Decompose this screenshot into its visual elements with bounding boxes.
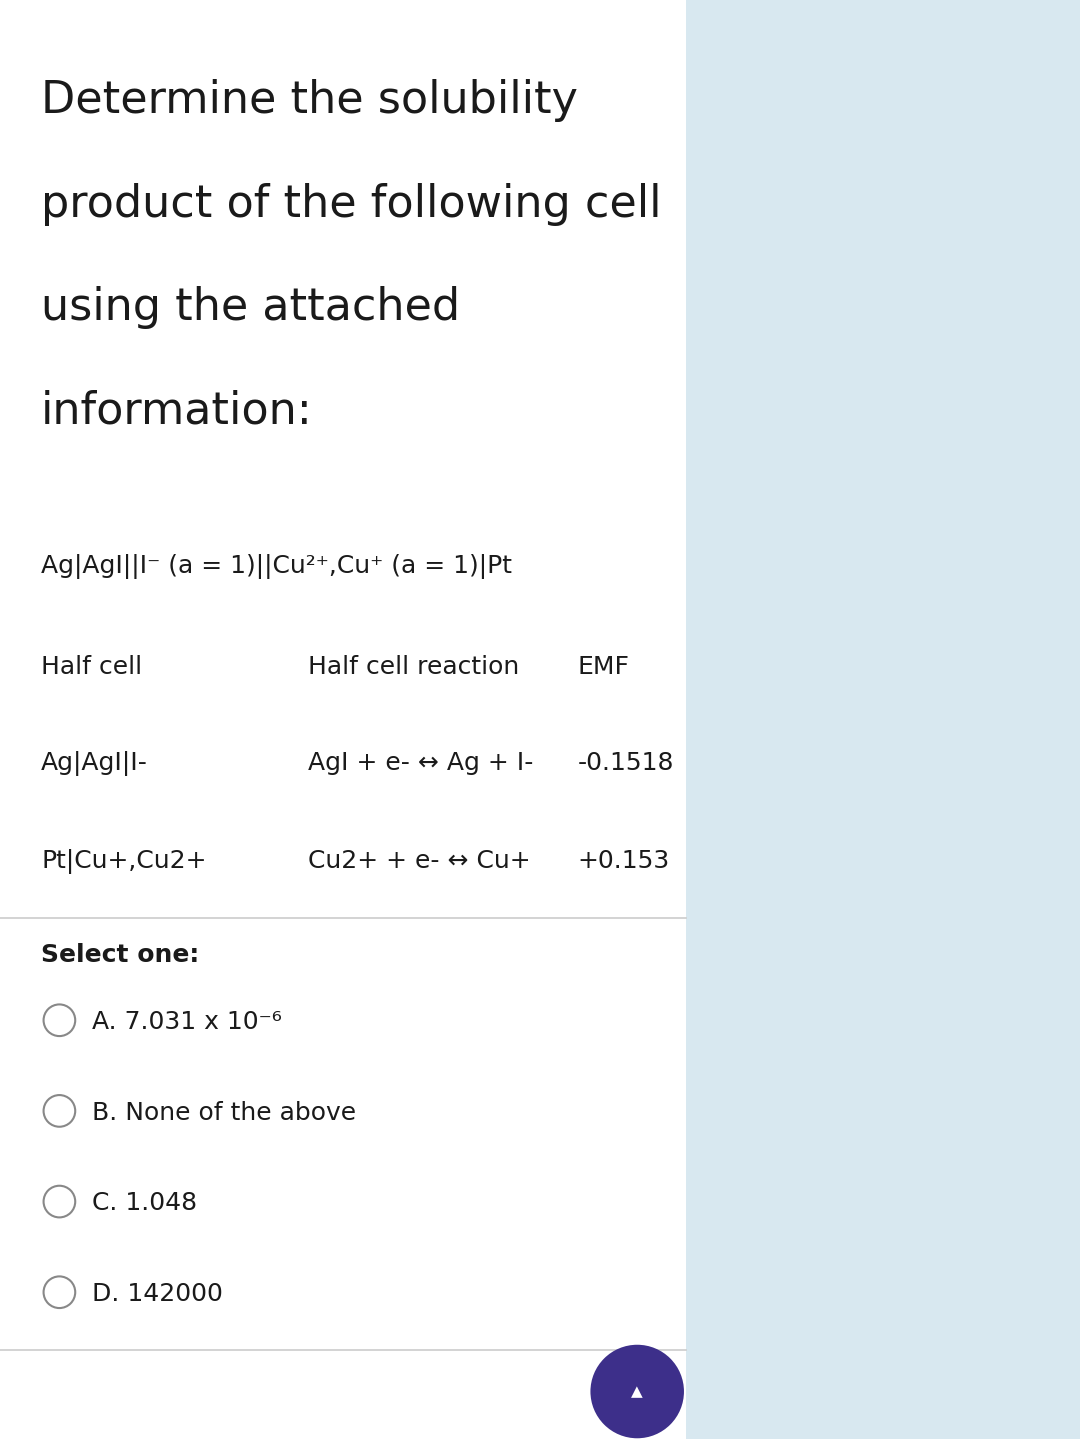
Text: C. 1.048: C. 1.048	[92, 1191, 197, 1216]
Text: AgI + e- ↔ Ag + I-: AgI + e- ↔ Ag + I-	[308, 751, 534, 776]
Ellipse shape	[591, 1344, 684, 1439]
Text: Select one:: Select one:	[41, 943, 200, 967]
Bar	[0, 0, 686, 1439]
Text: information:: information:	[41, 390, 313, 433]
Text: Ag|AgI|I-: Ag|AgI|I-	[41, 751, 148, 776]
Text: D. 142000: D. 142000	[92, 1282, 222, 1307]
Text: Half cell: Half cell	[41, 655, 143, 679]
Text: using the attached: using the attached	[41, 286, 460, 330]
Text: Determine the solubility: Determine the solubility	[41, 79, 578, 122]
Text: +0.153: +0.153	[578, 849, 670, 873]
Text: -0.1518: -0.1518	[578, 751, 674, 776]
Bar	[686, 0, 1080, 1439]
Text: product of the following cell: product of the following cell	[41, 183, 662, 226]
Text: Ag|AgI||I⁻ (a = 1)||Cu²⁺,Cu⁺ (a = 1)|Pt: Ag|AgI||I⁻ (a = 1)||Cu²⁺,Cu⁺ (a = 1)|Pt	[41, 554, 512, 578]
Text: Pt|Cu+,Cu2+: Pt|Cu+,Cu2+	[41, 849, 206, 873]
Text: ▲: ▲	[632, 1384, 643, 1399]
Text: A. 7.031 x 10⁻⁶: A. 7.031 x 10⁻⁶	[92, 1010, 282, 1035]
Text: Half cell reaction: Half cell reaction	[308, 655, 519, 679]
Text: B. None of the above: B. None of the above	[92, 1101, 356, 1125]
Text: EMF: EMF	[578, 655, 630, 679]
Text: Cu2+ + e- ↔ Cu+: Cu2+ + e- ↔ Cu+	[308, 849, 530, 873]
